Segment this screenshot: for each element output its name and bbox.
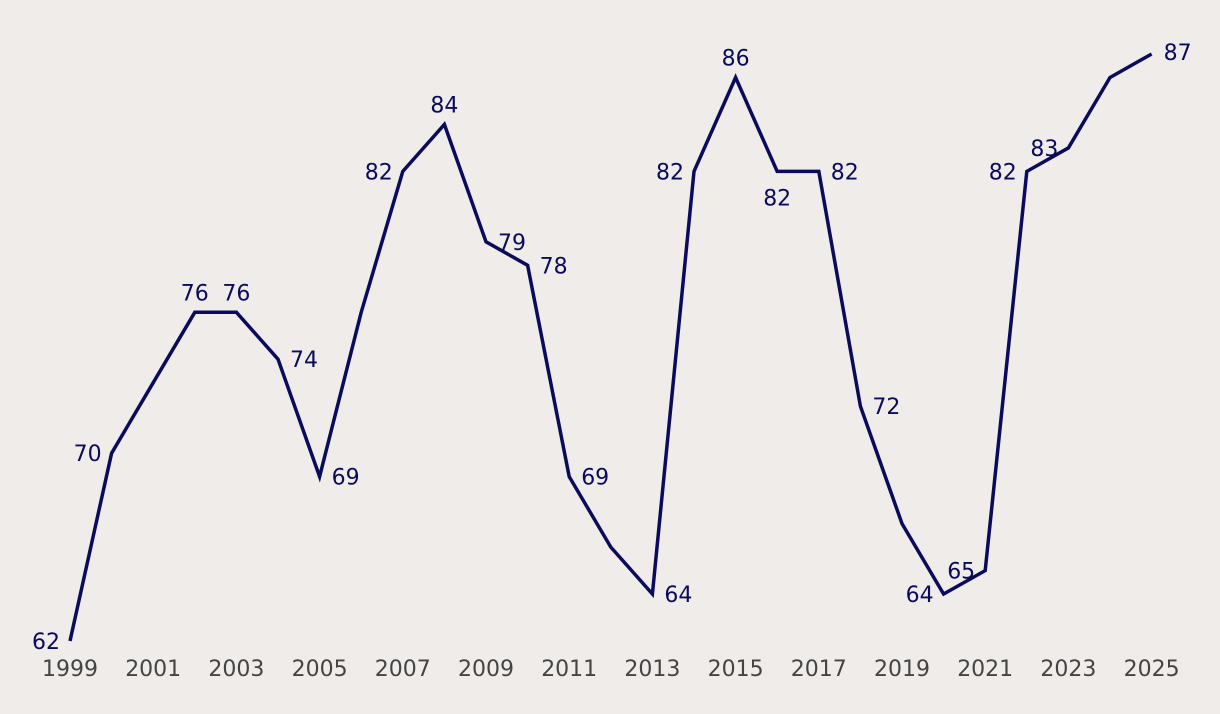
x-tick-label: 2011 (541, 657, 597, 682)
data-label: 69 (581, 466, 609, 491)
data-label-layer: 62 70 76 76 74 69 82 84 79 78 69 64 82 86 82 82 72 64 65 82… (32, 41, 1192, 655)
x-tick-label: 2023 (1040, 657, 1096, 682)
x-tick-label: 2013 (624, 657, 680, 682)
x-tick-label: 2015 (708, 657, 764, 682)
x-tick-label: 1999 (42, 657, 98, 682)
series-line (68, 52, 1153, 642)
data-label: 76 (222, 281, 250, 306)
data-label: 62 (32, 630, 60, 655)
series-line-layer (68, 52, 1153, 642)
x-tick-label: 2007 (375, 657, 431, 682)
data-label: 70 (74, 442, 102, 467)
x-tick-label: 2009 (458, 657, 514, 682)
x-tick-label: 2017 (791, 657, 847, 682)
x-tick-label: 2019 (874, 657, 930, 682)
data-label: 82 (763, 186, 791, 211)
data-label: 74 (290, 348, 318, 373)
data-label: 82 (365, 160, 393, 185)
data-label: 79 (498, 231, 526, 256)
data-label: 87 (1164, 41, 1192, 66)
data-label: 64 (664, 583, 692, 608)
x-tick-label: 2005 (292, 657, 348, 682)
data-label: 65 (947, 560, 975, 585)
x-tick-label: 2025 (1124, 657, 1180, 682)
data-label: 86 (722, 47, 750, 72)
data-label: 82 (989, 160, 1017, 185)
data-label: 82 (656, 160, 684, 185)
x-tick-label: 2003 (208, 657, 264, 682)
data-label: 76 (181, 281, 209, 306)
x-tick-label: 2021 (957, 657, 1013, 682)
x-tick-label: 2001 (125, 657, 181, 682)
data-label: 78 (540, 254, 568, 279)
data-label: 83 (1030, 137, 1058, 162)
data-label: 64 (906, 583, 934, 608)
x-axis-ticks: 1999 2001 2003 2005 2007 2009 2011 2013 2015 2017… (42, 657, 1180, 682)
data-label: 82 (831, 160, 859, 185)
data-label: 84 (430, 93, 458, 118)
data-label: 69 (332, 466, 360, 491)
data-label: 72 (872, 395, 900, 420)
